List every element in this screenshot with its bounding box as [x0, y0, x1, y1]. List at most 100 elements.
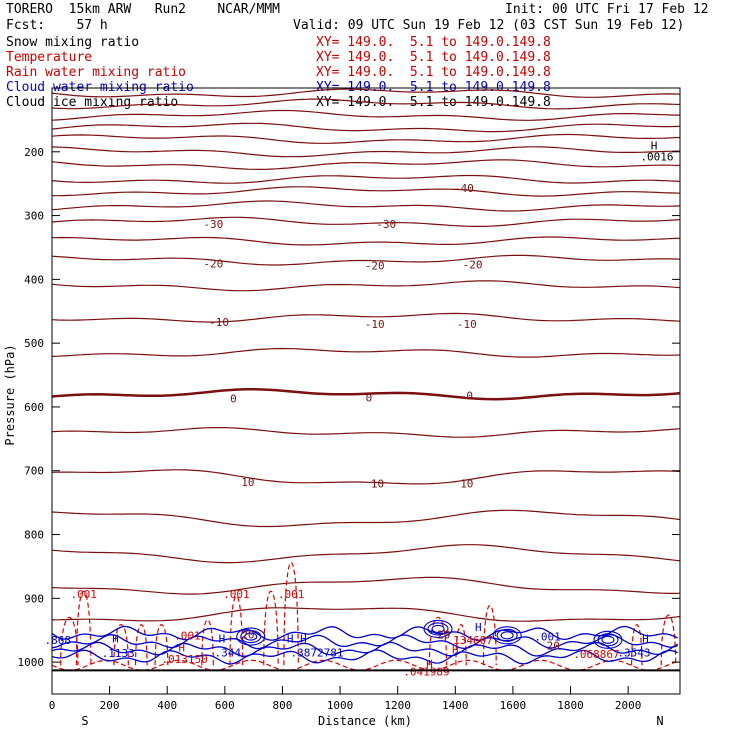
rain-label: .001: [223, 588, 250, 601]
x-tick-label: 400: [157, 699, 177, 712]
isotherm-line: [51, 122, 681, 133]
legend-rain-xy: XY= 149.0. 5.1 to 149.0.149.8: [316, 65, 551, 80]
cloud-water-cell: [244, 632, 258, 641]
rain-contour: [263, 590, 279, 666]
rain-label: H: [452, 643, 459, 656]
rain-label: .001: [70, 588, 97, 601]
cloud-water-cell: [601, 635, 615, 644]
cloud-water-contours: [51, 619, 679, 665]
x-tick-label: 600: [215, 699, 235, 712]
isotherm-line: [52, 186, 681, 197]
cloud-water-cell: [427, 622, 449, 636]
cloud-water-contour: [51, 625, 678, 641]
y-tick-label: 400: [24, 273, 44, 286]
isotherm-line: [51, 109, 680, 121]
legend-rain: Rain water mixing ratio: [6, 65, 187, 80]
rain-label: H: [178, 641, 185, 654]
rain-contour: [428, 617, 448, 666]
temperature-label: 0: [230, 393, 237, 406]
cloud-water-cell: [240, 630, 262, 644]
temperature-label: 0: [466, 389, 473, 402]
temperature-label: -10: [457, 318, 477, 331]
y-tick-label: 300: [24, 210, 44, 223]
header-valid: Valid: 09 UTC Sun 19 Feb 12 (03 CST Sun …: [293, 18, 685, 33]
y-tick-label: 900: [24, 592, 44, 605]
x-tick-label: 1000: [327, 699, 354, 712]
isotherm-line: [51, 469, 681, 485]
rain-label: .001: [278, 588, 305, 601]
cloud-water-label: H: [219, 633, 226, 646]
rain-label: .134607: [447, 634, 493, 647]
rain-contour: [75, 590, 92, 666]
isotherm-line: [51, 427, 681, 438]
x-end-label-north: N: [656, 714, 663, 728]
plot-frame: [51, 87, 681, 695]
header-init: Init: 00 UTC Fri 17 Feb 12: [505, 2, 709, 17]
legend-snow: Snow mixing ratio: [6, 35, 140, 50]
snow-label: H: [651, 139, 658, 152]
x-tick-label: 1200: [384, 699, 411, 712]
cloud-water-contour: [51, 649, 678, 665]
isotherm-line: [51, 159, 681, 171]
isotherm-line: [51, 98, 681, 110]
temperature-label: 20: [437, 629, 450, 642]
legend-cloud-ice-xy: XY= 149.0. 5.1 to 149.0.149.8: [316, 95, 551, 110]
x-end-label-south: S: [81, 714, 88, 728]
rain-label: .013150: [161, 653, 207, 666]
cloud-water-label: .1133: [102, 647, 135, 660]
cloud-water-label: .3543: [617, 647, 650, 660]
cloud-water-contour: [51, 641, 679, 657]
isotherm-line: [51, 236, 681, 246]
x-tick-label: 1800: [557, 699, 584, 712]
x-tick-label: 1600: [500, 699, 527, 712]
rain-contour: [660, 614, 677, 666]
rain-contour: [113, 624, 129, 666]
cloud-water-label: .001: [534, 631, 561, 644]
cloud-water-label: .868: [45, 634, 72, 647]
isotherm-line: [51, 347, 681, 358]
legend-temperature-xy: XY= 149.0. 5.1 to 149.0.149.8: [316, 50, 551, 65]
temperature-label: 20: [547, 640, 560, 653]
cloud-water-cell: [597, 633, 619, 647]
isotherm-line: [51, 146, 681, 158]
x-tick-label: 800: [273, 699, 293, 712]
cloud-water-cell: [496, 628, 518, 642]
cloud-water-cell: [500, 631, 514, 640]
x-tick-label: 1400: [442, 699, 469, 712]
isotherm-line: [51, 88, 681, 98]
temperature-label: -40: [454, 182, 474, 195]
isotherm-line: [51, 280, 681, 292]
isotherm-line: [51, 509, 681, 528]
x-tick-label: 2000: [615, 699, 642, 712]
rain-contour: [455, 624, 467, 666]
cloud-water-cell: [431, 624, 445, 633]
x-tick-label: 0: [49, 699, 56, 712]
temperature-label: -20: [365, 259, 385, 272]
isotherm-line: [51, 312, 681, 323]
isotherm-line: [51, 388, 681, 401]
cloud-water-label: H: [642, 633, 649, 646]
cloud-water-label: H: [112, 633, 119, 646]
rain-label: .001: [174, 629, 201, 642]
temperature-label: -30: [376, 218, 396, 231]
temperature-contours: [51, 88, 681, 622]
cloud-water-label: H H: [287, 633, 307, 646]
y-tick-label: 500: [24, 337, 44, 350]
isotherm-line: [51, 607, 681, 622]
temperature-label: 20: [241, 629, 254, 642]
header-fcst: Fcst: 57 h: [6, 18, 108, 33]
temperature-label: -20: [203, 257, 223, 270]
isotherm-line: [51, 254, 681, 266]
header-model: TORERO 15km ARW Run2 NCAR/MMM: [6, 2, 280, 17]
cloud-water-cell: [492, 626, 522, 645]
isotherm-line: [51, 576, 681, 595]
cloud-water-cell: [423, 619, 453, 638]
isotherm-line: [51, 133, 681, 144]
temperature-label: 0: [366, 391, 373, 404]
y-tick-label: 600: [24, 401, 44, 414]
cloud-water-cell: [593, 630, 623, 649]
x-tick-label: 200: [100, 699, 120, 712]
y-tick-label: 800: [24, 529, 44, 542]
contour-labels: -30 -30 -40 -20 -20 -20 -10 -10 -10 0 0 0 10 10 10 20 20…: [45, 139, 674, 678]
